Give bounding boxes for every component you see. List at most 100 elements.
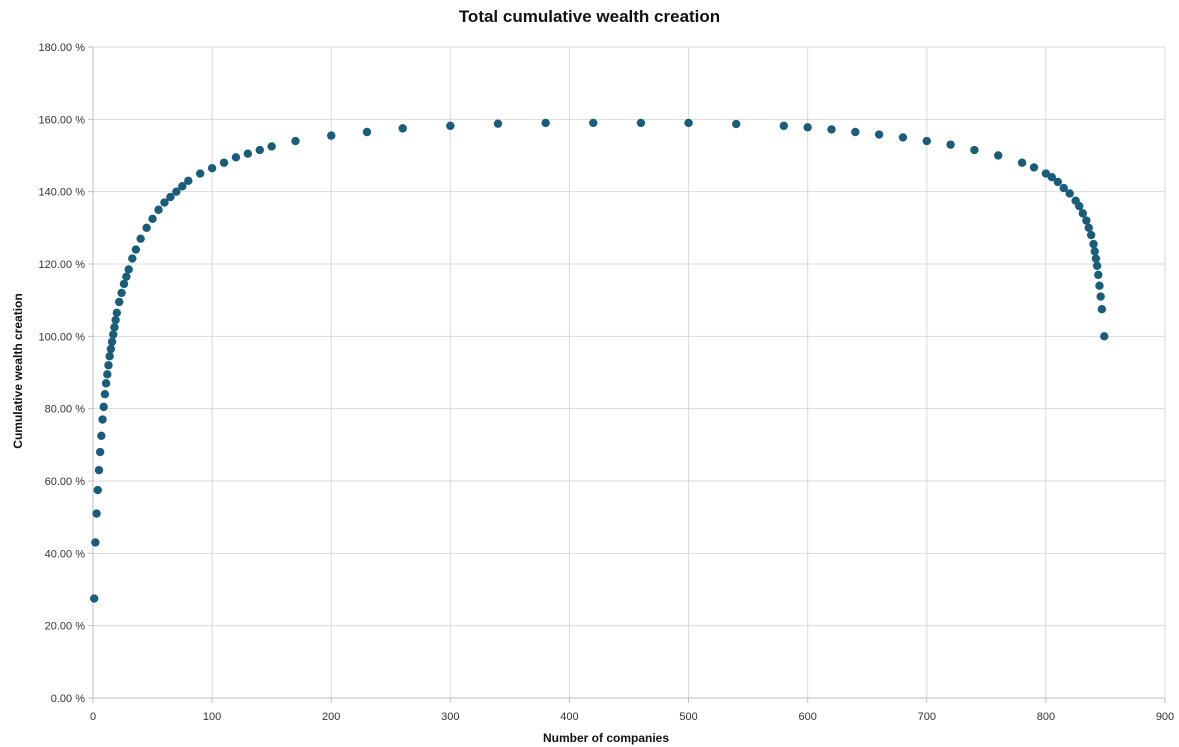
data-point <box>112 308 122 318</box>
data-point <box>779 121 789 131</box>
data-point <box>128 254 137 263</box>
x-axis-label: Number of companies <box>542 731 670 745</box>
data-point <box>178 182 187 191</box>
data-point <box>117 288 126 298</box>
data-point <box>291 136 300 146</box>
data-point <box>166 192 175 202</box>
y-tick-label: 160.00 % <box>39 114 86 126</box>
data-point <box>110 323 119 332</box>
data-point <box>898 133 908 142</box>
data-point <box>100 390 110 399</box>
y-tick-label: 20.00 % <box>45 621 86 633</box>
data-point <box>541 118 550 128</box>
y-tick-label: 0.00 % <box>51 693 85 705</box>
data-point <box>1078 209 1088 218</box>
data-point <box>207 163 217 173</box>
data-point <box>1091 254 1101 263</box>
data-point <box>93 485 102 495</box>
data-point <box>160 198 169 207</box>
x-tick-label: 0 <box>90 711 96 723</box>
data-point <box>119 279 129 289</box>
data-point <box>327 131 336 140</box>
data-point <box>1100 332 1109 341</box>
data-point <box>446 121 455 131</box>
data-point <box>196 169 205 178</box>
data-point <box>99 402 108 412</box>
data-point <box>219 158 229 167</box>
x-tick-label: 900 <box>1156 711 1174 723</box>
y-tick-label: 120.00 % <box>39 259 86 271</box>
data-point <box>136 234 145 243</box>
data-point <box>124 265 133 274</box>
y-tick-label: 80.00 % <box>45 404 86 416</box>
data-point <box>231 153 241 162</box>
data-point <box>267 142 276 151</box>
data-point <box>874 130 884 139</box>
x-tick-label: 700 <box>918 711 936 723</box>
data-point <box>1090 247 1099 256</box>
y-tick-label: 180.00 % <box>39 42 86 54</box>
x-tick-label: 600 <box>798 711 816 723</box>
x-tick-label: 400 <box>560 711 578 723</box>
tick-labels: 0.00 % 20.00 % 40.00 % 60.00 % 80.00 % 100.00… <box>39 42 1175 723</box>
data-point <box>154 205 163 214</box>
data-point <box>362 127 372 137</box>
data-point <box>1089 239 1098 249</box>
data-point <box>398 124 407 133</box>
data-point <box>111 315 120 325</box>
data-point <box>91 538 100 547</box>
data-point <box>1096 292 1105 301</box>
data-point <box>148 214 157 223</box>
data-point <box>104 361 113 370</box>
data-point <box>1029 163 1039 172</box>
data-point <box>255 145 264 155</box>
data-point <box>636 118 646 128</box>
data-point <box>106 344 116 354</box>
data-point <box>1082 216 1091 225</box>
x-tick-label: 800 <box>1037 711 1055 723</box>
data-point <box>1094 270 1103 280</box>
data-point <box>115 297 124 307</box>
data-point <box>827 125 836 134</box>
data-point <box>1075 201 1084 211</box>
data-point <box>970 145 979 155</box>
x-tick-label: 200 <box>322 711 340 723</box>
data-point <box>1017 158 1027 167</box>
data-point <box>98 415 107 424</box>
y-tick-label: 140.00 % <box>39 187 86 199</box>
data-point <box>103 370 112 379</box>
y-tick-label: 100.00 % <box>39 331 86 343</box>
data-point <box>851 127 860 137</box>
data-point <box>803 123 812 132</box>
data-point <box>1047 173 1057 182</box>
data-point <box>1097 305 1107 314</box>
data-point <box>994 151 1003 160</box>
data-point <box>589 118 598 128</box>
data-point <box>732 119 741 129</box>
data-point <box>105 352 114 361</box>
data-point <box>101 379 111 388</box>
data-points <box>89 118 1109 603</box>
x-tick-label: 500 <box>679 711 697 723</box>
data-point <box>946 140 955 149</box>
data-point <box>131 245 141 254</box>
data-point <box>89 594 99 603</box>
data-point <box>1065 189 1074 198</box>
data-point <box>243 149 253 158</box>
data-point <box>1059 183 1068 193</box>
data-point <box>122 272 131 281</box>
data-point <box>142 223 151 233</box>
data-point <box>1084 223 1093 233</box>
y-tick-label: 60.00 % <box>45 476 86 488</box>
data-point <box>922 136 931 146</box>
gridlines <box>93 46 1166 698</box>
data-point <box>684 118 693 128</box>
data-point <box>95 447 105 457</box>
axes <box>88 46 1166 703</box>
y-tick-label: 40.00 % <box>45 548 86 560</box>
data-point <box>94 465 104 475</box>
chart-title: Total cumulative wealth creation <box>458 7 721 26</box>
data-point <box>1092 261 1102 271</box>
data-point <box>1095 281 1104 290</box>
